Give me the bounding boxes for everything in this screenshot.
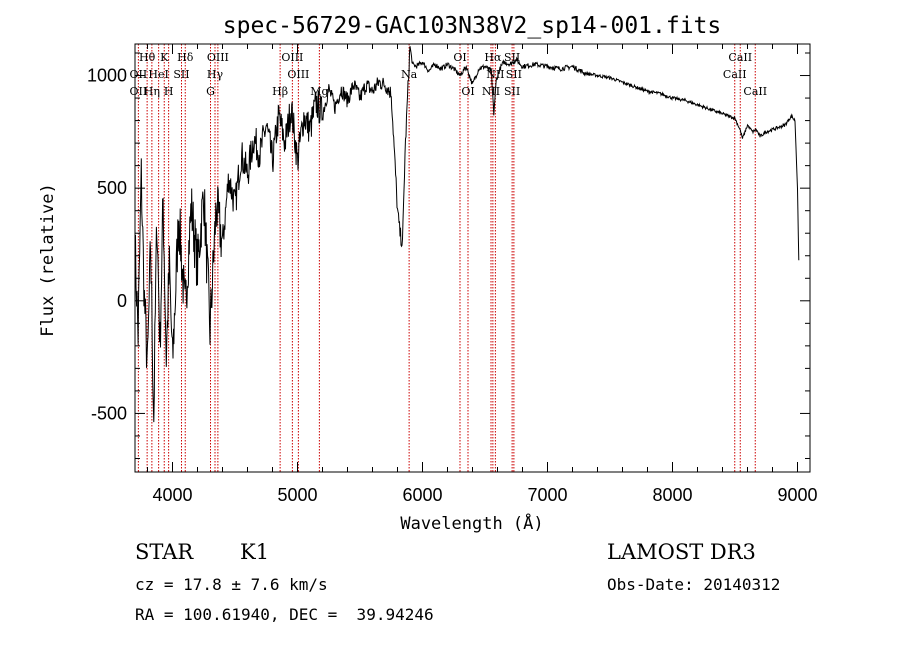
line-label: Hθ: [139, 51, 156, 64]
chart-title: spec-56729-GAC103N38V2_sp14-001.fits: [223, 13, 722, 39]
line-label: Hα: [484, 51, 502, 64]
spectrum-line: [134, 46, 800, 423]
y-tick-label: 1000: [87, 66, 127, 86]
line-label: Na: [401, 68, 418, 81]
plot-frame: [134, 43, 811, 473]
line-label: HeI: [148, 68, 168, 81]
observation-date: Obs-Date: 20140312: [607, 575, 781, 594]
line-label: NII: [486, 68, 504, 81]
line-label: CaII: [728, 51, 752, 64]
line-label: NII: [482, 85, 500, 98]
line-label: Hδ: [177, 51, 194, 64]
survey-name: LAMOST DR3: [607, 540, 756, 564]
line-label: G: [206, 85, 215, 98]
x-tick-label: 4000: [152, 485, 192, 505]
x-tick-label: 8000: [652, 485, 692, 505]
x-tick-label: 7000: [527, 485, 567, 505]
line-label: CaII: [723, 68, 747, 81]
line-label: OII: [130, 85, 148, 98]
line-label: SII: [173, 68, 189, 81]
y-tick-label: 0: [117, 291, 127, 311]
x-tick-label: 9000: [777, 485, 817, 505]
line-label: Hβ: [272, 85, 288, 98]
line-label: SII: [506, 68, 522, 81]
line-label: OIII: [287, 68, 309, 81]
y-axis-label: Flux (relative): [38, 183, 58, 337]
object-subclass: K1: [240, 540, 270, 564]
x-tick-label: 6000: [402, 485, 442, 505]
line-label: OII: [130, 68, 148, 81]
line-label: OIII: [281, 51, 303, 64]
line-label: H: [164, 85, 174, 98]
line-label: Hγ: [207, 68, 224, 81]
axis-ticks: 4000 5000 6000 7000 8000 9000 -500 0 500 1000: [87, 44, 818, 505]
line-label: K: [160, 51, 169, 64]
line-label: SII: [504, 85, 520, 98]
redshift-value: cz = 17.8 ± 7.6 km/s: [135, 575, 328, 594]
line-markers: [137, 44, 756, 472]
line-label: OI: [461, 85, 474, 98]
y-tick-label: -500: [91, 403, 127, 423]
x-axis-label: Wavelength (Å): [400, 512, 543, 534]
line-label: Mg: [310, 85, 328, 98]
x-tick-label: 5000: [277, 485, 317, 505]
line-label: SII: [504, 51, 520, 64]
line-label: Hη: [144, 85, 160, 98]
object-class: STAR: [135, 540, 194, 564]
line-label: OI: [453, 51, 466, 64]
line-label: OIII: [207, 51, 229, 64]
coordinates: RA = 100.61940, DEC = 39.94246: [135, 605, 434, 624]
y-tick-label: 500: [97, 178, 127, 198]
line-label: CaII: [743, 85, 767, 98]
